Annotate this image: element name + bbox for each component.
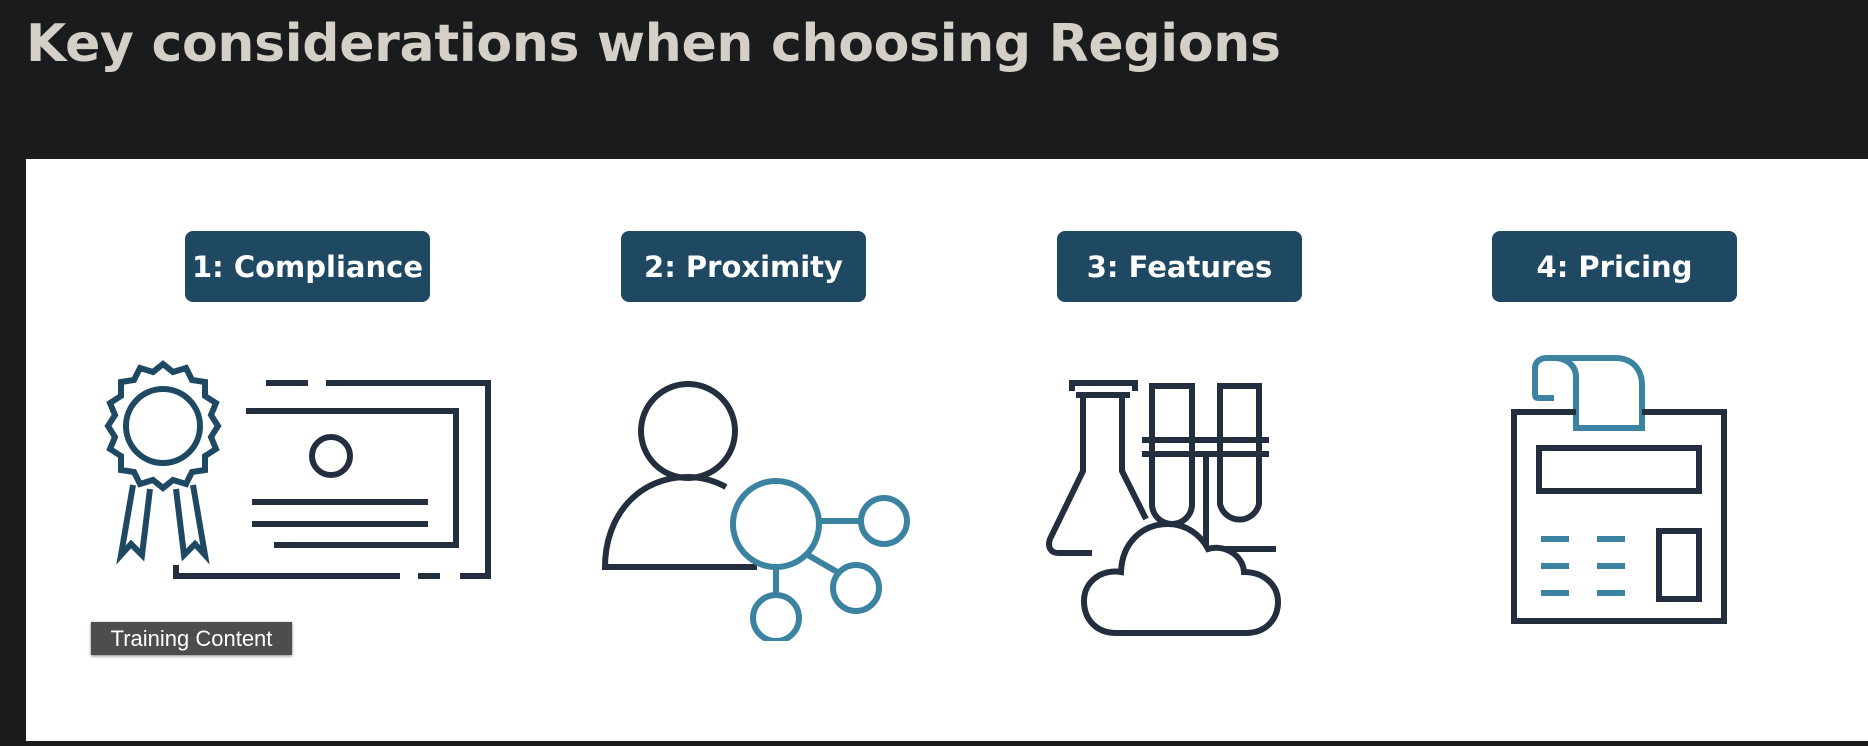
slide-title: Key considerations when choosing Regions bbox=[26, 14, 1281, 74]
user-network-icon bbox=[601, 381, 910, 641]
proximity-label: 2: Proximity bbox=[621, 231, 866, 302]
compliance-label: 1: Compliance bbox=[185, 231, 430, 302]
certificate-icon bbox=[104, 360, 491, 579]
features-label: 3: Features bbox=[1057, 231, 1302, 302]
calculator-icon bbox=[1511, 355, 1727, 624]
slide-content-panel: 1: Compliance 2: Proximity 3: Features 4… bbox=[26, 159, 1868, 741]
training-content-tooltip: Training Content bbox=[91, 622, 292, 655]
lab-cloud-icon bbox=[1046, 380, 1282, 636]
pricing-label: 4: Pricing bbox=[1492, 231, 1737, 302]
